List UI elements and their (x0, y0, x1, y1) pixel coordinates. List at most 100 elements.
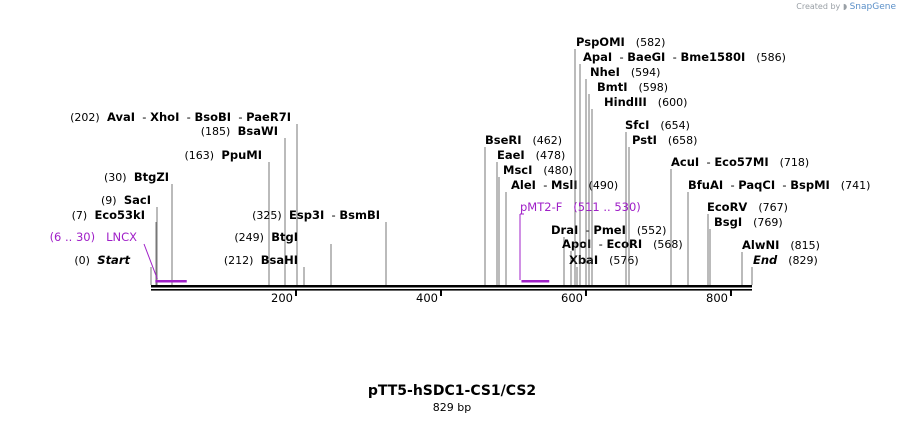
site-position: (490) (589, 179, 619, 192)
site-separator: - (135, 110, 150, 124)
site-separator: - (536, 178, 551, 192)
enzyme-name: EcoRI (606, 237, 642, 251)
feature-name: pMT2-F (520, 200, 562, 214)
tick-label: 800 (706, 291, 728, 305)
site-label: (202) AvaI - XhoI - BsoBI - PaeR7I (70, 110, 291, 124)
spacer (830, 178, 841, 192)
site-position: (600) (658, 96, 688, 109)
spacer (769, 155, 780, 169)
site-separator: - (723, 178, 738, 192)
site-position: (185) (201, 125, 231, 138)
site-label: PstI (658) (632, 133, 697, 147)
enzyme-name: BsaWI (238, 124, 278, 138)
spacer (598, 253, 609, 267)
enzyme-name: DraI (551, 223, 578, 237)
site-position: (815) (790, 239, 820, 252)
tick-mark (584, 290, 587, 296)
enzyme-name: Bme1580I (680, 50, 745, 64)
site-position: (480) (543, 164, 573, 177)
spacer (90, 253, 97, 267)
site-label: BsgI (769) (714, 215, 783, 229)
site-position: (582) (636, 36, 666, 49)
enzyme-name: AvaI (107, 110, 135, 124)
enzyme-name: Eco57MI (714, 155, 768, 169)
credit: Created by ◗ SnapGene (796, 2, 896, 12)
map-length: 829 bp (432, 401, 472, 414)
spacer (95, 230, 106, 244)
feature-line (143, 243, 158, 280)
tick-mark (439, 290, 442, 296)
spacer (522, 133, 533, 147)
spacer (264, 230, 271, 244)
site-position: (9) (101, 194, 117, 207)
map-title: pTT5-hSDC1-CS1/CS2 (367, 383, 537, 399)
tick-mark (294, 290, 297, 296)
site-position: (212) (224, 254, 254, 267)
tick-label: 600 (561, 291, 583, 305)
feature-bar (155, 280, 187, 283)
spacer (562, 200, 573, 214)
site-label: AlwNI (815) (742, 238, 820, 252)
spacer (649, 118, 660, 132)
enzyme-name: ApaI (583, 50, 612, 64)
site-label: BfuAI - PaqCI - BspMI (741) (688, 178, 870, 192)
enzyme-name: AcuI (671, 155, 699, 169)
site-label: XbaI (576) (569, 253, 639, 267)
enzyme-name: AleI (511, 178, 536, 192)
site-position: (249) (234, 231, 264, 244)
site-separator: - (612, 50, 627, 64)
snapgene-logo-icon: ◗ (842, 2, 848, 11)
enzyme-name: MscI (503, 163, 532, 177)
feature-name: LNCX (106, 230, 137, 244)
enzyme-name: BsaHI (261, 253, 298, 267)
feature-bar (521, 280, 550, 283)
site-position: (769) (753, 216, 783, 229)
enzyme-name: HindIII (604, 95, 647, 109)
site-label: HindIII (600) (604, 95, 687, 109)
enzyme-name: XhoI (150, 110, 179, 124)
enzyme-name: Start (97, 253, 130, 267)
site-separator: - (665, 50, 680, 64)
site-label: (185) BsaWI (201, 124, 278, 138)
credit-prefix: Created by (796, 2, 841, 11)
site-label: (249) BtgI (234, 230, 298, 244)
site-label: PspOMI (582) (576, 35, 665, 49)
site-label: DraI - PmeI (552) (551, 223, 666, 237)
site-label: EcoRV (767) (707, 200, 788, 214)
site-label: End (829) (753, 253, 818, 267)
site-separator: - (775, 178, 790, 192)
spacer (657, 133, 668, 147)
enzyme-name: Esp3I (289, 208, 324, 222)
enzyme-name: EcoRV (707, 200, 747, 214)
enzyme-name: MslI (551, 178, 578, 192)
spacer (647, 95, 658, 109)
spacer (117, 193, 124, 207)
site-label: AcuI - Eco57MI (718) (671, 155, 809, 169)
spacer (525, 148, 536, 162)
spacer (745, 50, 756, 64)
site-label: (9) SacI (101, 193, 151, 207)
site-label: NheI (594) (590, 65, 660, 79)
enzyme-name: PpuMI (221, 148, 262, 162)
feature-lncx: (6 .. 30) LNCX (50, 230, 187, 283)
spacer (779, 238, 790, 252)
site-position: (552) (637, 224, 667, 237)
site-position: (741) (841, 179, 871, 192)
site-separator: - (591, 237, 606, 251)
site-position: (478) (536, 149, 566, 162)
spacer (578, 178, 589, 192)
site-label: SfcI (654) (625, 118, 690, 132)
spacer (127, 170, 134, 184)
site-separator: - (231, 110, 246, 124)
spacer (747, 200, 758, 214)
enzyme-name: ApoI (562, 237, 591, 251)
site-position: (30) (104, 171, 127, 184)
site-label: ApaI - BaeGI - Bme1580I (586) (583, 50, 786, 64)
tick-label: 400 (416, 291, 438, 305)
enzyme-name: BfuAI (688, 178, 723, 192)
site-separator: - (699, 155, 714, 169)
site-label: EaeI (478) (497, 148, 565, 162)
site-position: (598) (639, 81, 669, 94)
enzyme-name: SfcI (625, 118, 649, 132)
